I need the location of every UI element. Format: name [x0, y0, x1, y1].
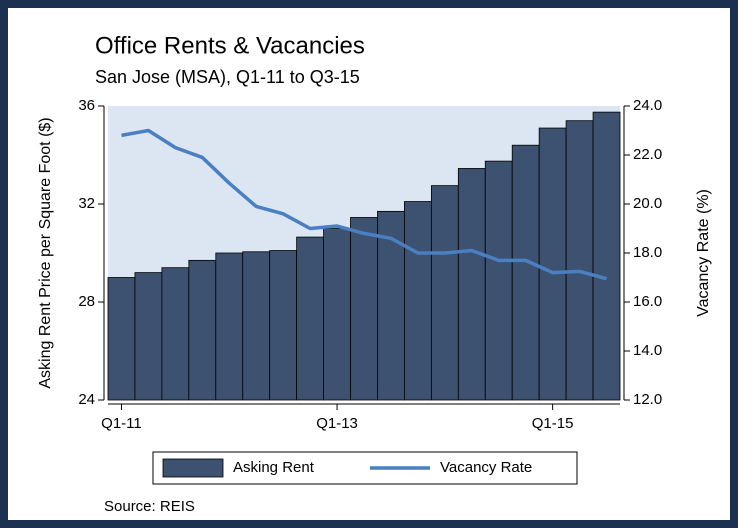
bar [107, 277, 136, 401]
bar [430, 185, 459, 401]
legend-swatch [162, 458, 224, 478]
y-tick-label: 28 [78, 293, 95, 310]
y2-tick-label: 18.0 [633, 244, 662, 261]
bar [511, 144, 540, 401]
bar [323, 228, 351, 401]
bar [242, 251, 271, 401]
y2-tick-label: 20.0 [633, 195, 662, 212]
legend-label: Asking Rent [233, 459, 315, 476]
y2-tick-label: 16.0 [633, 293, 662, 310]
y-tick-label: 24 [78, 391, 95, 408]
y-tick-label: 36 [78, 97, 95, 114]
y2-axis-title: Vacancy Rate (%) [695, 189, 712, 317]
bar [188, 259, 217, 401]
chart-subtitle: San Jose (MSA), Q1-11 to Q3-15 [95, 67, 360, 87]
source-note: Source: REIS [104, 498, 195, 515]
bar [161, 267, 190, 401]
bar [484, 160, 513, 401]
legend [152, 451, 578, 485]
chart-title: Office Rents & Vacancies [95, 32, 365, 59]
y-tick-label: 32 [78, 195, 95, 212]
x-tick-label: Q1-15 [532, 415, 574, 432]
bar [134, 272, 163, 401]
bar [592, 111, 621, 401]
y2-tick-label: 12.0 [633, 391, 662, 408]
bar [215, 252, 244, 401]
bar [457, 168, 486, 401]
bar [350, 217, 378, 401]
y2-tick-label: 24.0 [633, 97, 662, 114]
bar [538, 127, 567, 401]
bar [565, 120, 594, 401]
bar [269, 250, 298, 401]
legend-label: Vacancy Rate [440, 459, 532, 476]
y2-tick-label: 22.0 [633, 146, 662, 163]
y-axis-title: Asking Rent Price per Square Foot ($) [37, 117, 54, 388]
bar [404, 201, 432, 401]
vacancy-line [121, 128, 607, 281]
x-tick-label: Q1-13 [316, 415, 358, 432]
bar [296, 236, 324, 401]
x-tick-label: Q1-11 [101, 415, 142, 432]
y2-tick-label: 14.0 [633, 342, 662, 359]
